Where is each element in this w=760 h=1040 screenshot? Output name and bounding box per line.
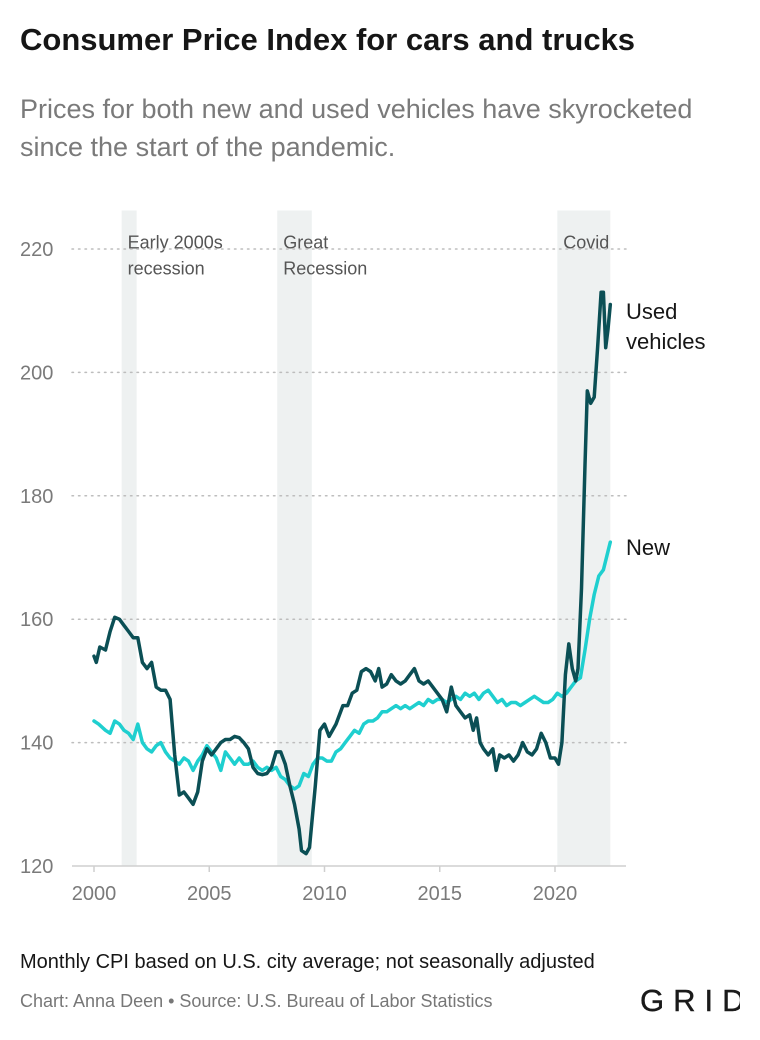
grid-logo: GRID bbox=[640, 983, 740, 1018]
chart-subtitle: Prices for both new and used vehicles ha… bbox=[20, 94, 693, 162]
x-tick-label: 2000 bbox=[72, 883, 117, 905]
line-chart: Early 2000srecessionGreatRecessionCovid … bbox=[20, 210, 705, 905]
x-tick-label: 2010 bbox=[302, 883, 347, 905]
y-axis-ticks: 120 140 160 180 200 220 bbox=[20, 239, 53, 878]
y-tick-label: 200 bbox=[20, 362, 53, 384]
series-lines bbox=[92, 290, 613, 856]
series-label-used-vehicles: vehicles bbox=[626, 329, 705, 354]
series-line-used-vehicles bbox=[92, 290, 613, 856]
series-label-new: New bbox=[626, 535, 670, 560]
y-tick-label: 120 bbox=[20, 856, 53, 878]
x-tick-label: 2005 bbox=[187, 883, 232, 905]
chart-note: Monthly CPI based on U.S. city average; … bbox=[20, 951, 595, 973]
grid-logo-text: GRID bbox=[640, 983, 740, 1018]
chart-credit: Chart: Anna Deen • Source: U.S. Bureau o… bbox=[20, 991, 493, 1011]
y-tick-label: 220 bbox=[20, 239, 53, 261]
y-tick-label: 160 bbox=[20, 609, 53, 631]
shaded-period-label: Recession bbox=[283, 258, 367, 278]
x-tick-label: 2020 bbox=[533, 883, 578, 905]
chart-title: Consumer Price Index for cars and trucks bbox=[20, 22, 636, 57]
shaded-period-label: recession bbox=[128, 258, 205, 278]
shaded-period-label: Great bbox=[283, 232, 328, 252]
shaded-period-1 bbox=[277, 210, 312, 867]
series-line-new bbox=[92, 540, 613, 791]
shaded-period-label: Early 2000s bbox=[128, 232, 223, 252]
x-axis-ticks: 2000 2005 2010 2015 2020 bbox=[72, 866, 578, 905]
series-labels: Used vehicles New bbox=[626, 299, 705, 560]
shaded-period-label: Covid bbox=[563, 232, 609, 252]
y-tick-label: 180 bbox=[20, 486, 53, 508]
shaded-period-0 bbox=[121, 210, 137, 867]
x-tick-label: 2015 bbox=[418, 883, 463, 905]
series-label-used-vehicles: Used bbox=[626, 299, 677, 324]
y-tick-label: 140 bbox=[20, 733, 53, 755]
gridlines bbox=[71, 248, 627, 867]
